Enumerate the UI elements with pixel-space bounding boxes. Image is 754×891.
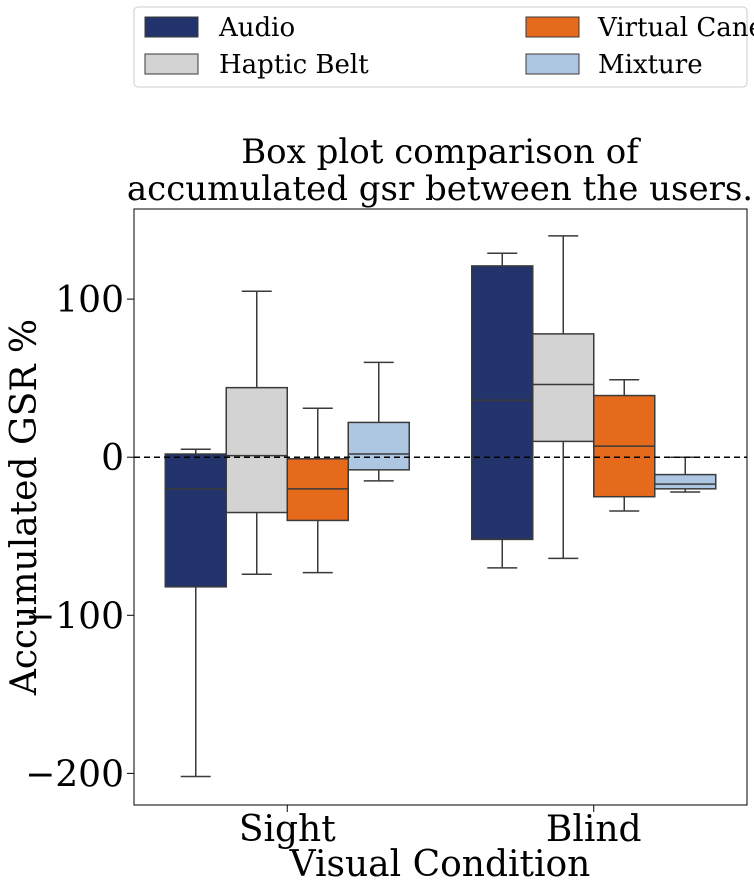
axes-frame — [133, 208, 748, 806]
legend-item-virtual-cane: Virtual Cane — [525, 13, 754, 43]
x-axis-label: Visual Condition — [289, 844, 591, 885]
legend-swatch — [144, 16, 199, 38]
y-tick-label-1: 0 — [101, 438, 124, 479]
legend-label: Virtual Cane — [597, 13, 754, 43]
box-haptic-belt-sight — [225, 290, 288, 575]
box-haptic-belt-blind — [532, 235, 595, 560]
box-virtual-cane-sight — [286, 407, 349, 574]
y-axis-label: Accumulated GSR % — [4, 319, 45, 696]
box-mixture-blind — [654, 456, 717, 493]
legend-item-mixture: Mixture — [525, 50, 703, 80]
legend-item-audio: Audio — [144, 13, 295, 43]
chart-title-line-2: accumulated gsr between the users. — [127, 169, 753, 209]
iqr-box — [286, 458, 349, 522]
legend-label: Haptic Belt — [219, 50, 369, 80]
y-tick-label-3: −200 — [25, 754, 124, 795]
box-virtual-cane-blind — [593, 378, 656, 512]
legend-label: Audio — [218, 13, 295, 43]
iqr-box — [164, 453, 227, 588]
legend-label: Mixture — [598, 50, 703, 80]
box-mixture-sight — [347, 361, 410, 482]
box-audio-blind — [471, 252, 534, 569]
iqr-box — [532, 333, 595, 443]
legend: Audio Haptic Belt Virtual Cane Mixture — [133, 6, 754, 88]
legend-frame — [133, 6, 748, 88]
y-tick-label-0: 100 — [55, 280, 124, 321]
legend-swatch — [144, 53, 199, 75]
box-audio-sight — [164, 448, 227, 778]
iqr-box — [654, 473, 717, 490]
legend-swatch — [525, 16, 580, 38]
y-tick-label-2: −100 — [25, 596, 124, 637]
x-tick-label-1: Blind — [546, 809, 642, 850]
x-tick-label-0: Sight — [239, 809, 336, 850]
iqr-box — [347, 421, 410, 471]
iqr-box — [225, 386, 288, 514]
iqr-box — [471, 265, 534, 541]
plot-area: 100 0 −100 −200 Sight Blind — [25, 208, 748, 850]
chart-title-line-1: Box plot comparison of — [241, 132, 641, 172]
legend-item-haptic-belt: Haptic Belt — [144, 50, 369, 80]
legend-swatch — [525, 53, 580, 75]
